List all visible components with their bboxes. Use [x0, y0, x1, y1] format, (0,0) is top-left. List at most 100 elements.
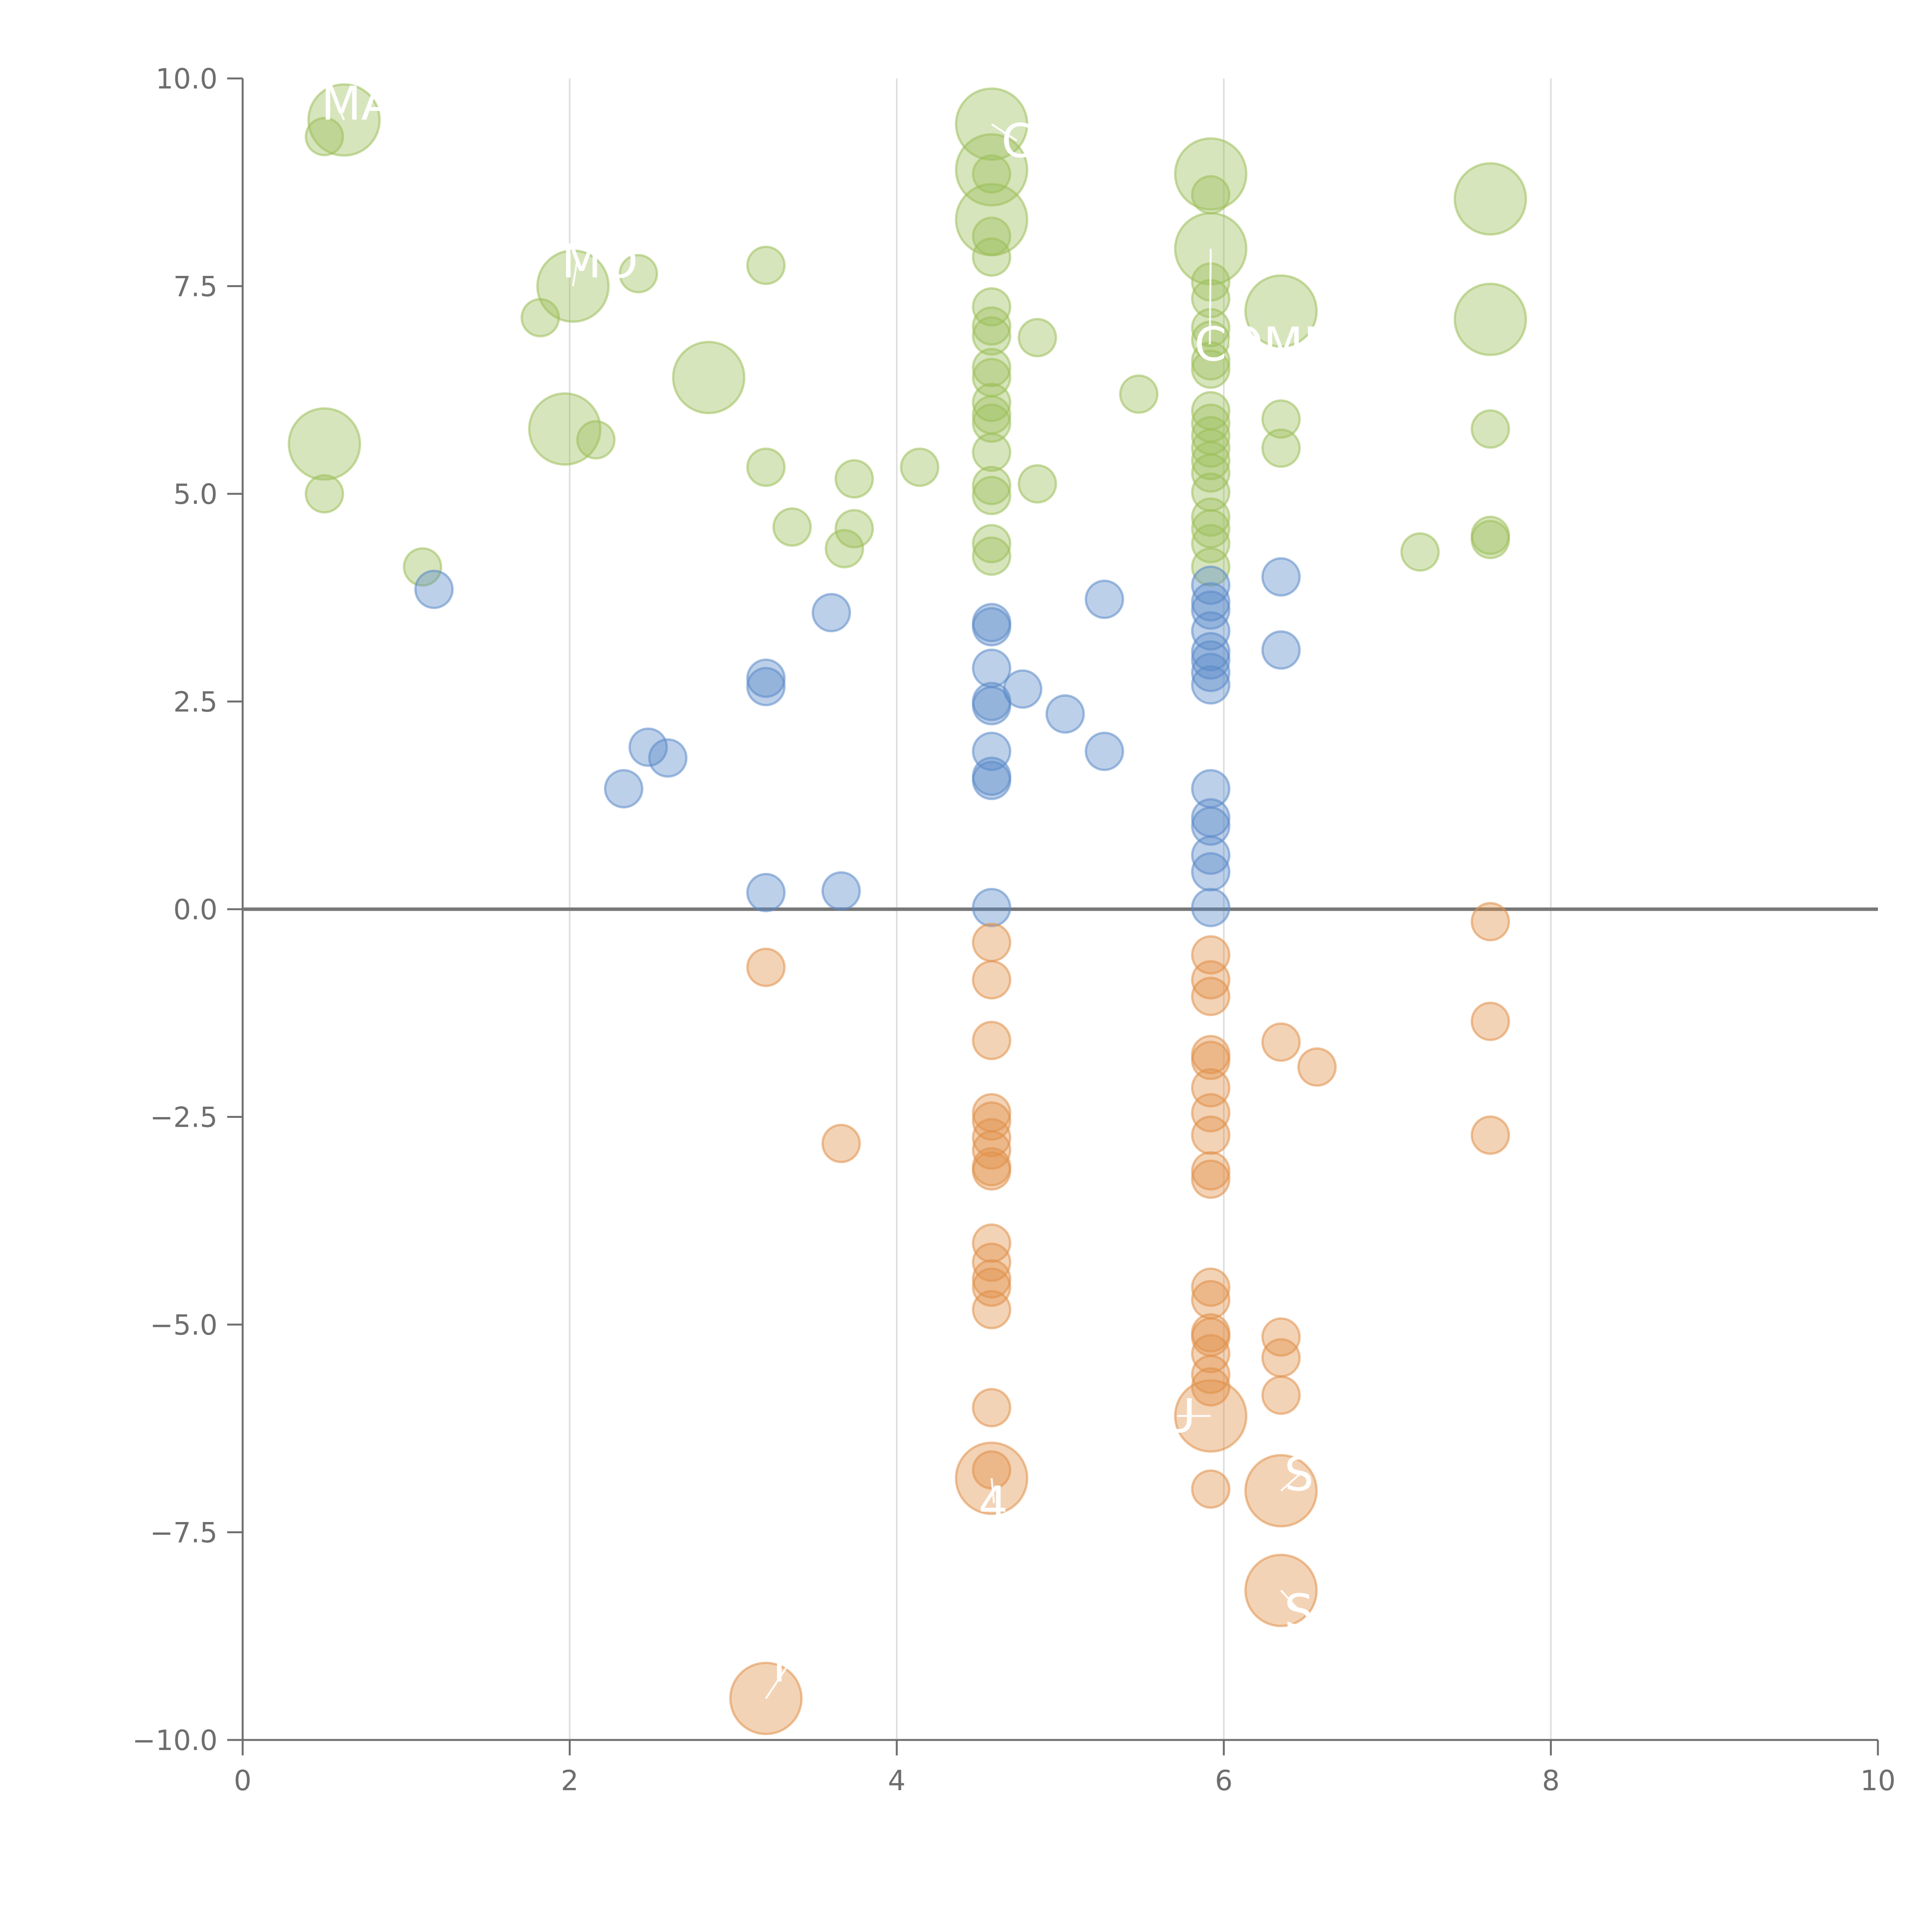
point-high — [403, 547, 442, 587]
x-tick-label: 6 — [1215, 1764, 1233, 1797]
point-low — [972, 960, 1012, 1000]
point-low — [1471, 1002, 1510, 1041]
point-high — [972, 237, 1012, 277]
point-high — [972, 383, 1012, 422]
point-high — [1471, 409, 1510, 449]
point-low — [972, 1267, 1012, 1307]
point-high — [900, 447, 940, 487]
point-low — [1191, 1093, 1231, 1133]
point-low — [972, 1130, 1012, 1170]
point-high — [1454, 162, 1527, 236]
point-high — [1017, 318, 1057, 357]
point-mid — [1191, 665, 1231, 705]
point-low — [1261, 1317, 1301, 1357]
point-low — [1191, 1151, 1231, 1191]
point-high — [1017, 464, 1057, 504]
point-high — [972, 476, 1012, 515]
point-low — [1471, 902, 1510, 942]
point-mid — [972, 760, 1012, 800]
point-mid — [1191, 835, 1231, 875]
point-high — [287, 407, 361, 481]
point-high — [1261, 428, 1301, 468]
point-annotation: I — [772, 1639, 786, 1693]
point-mid — [972, 888, 1012, 927]
point-mid — [1085, 731, 1124, 771]
point-mid — [746, 667, 786, 706]
point-annotation: U — [1162, 1390, 1196, 1444]
point-mid — [628, 727, 668, 767]
point-mid — [1045, 694, 1085, 734]
point-mid — [1191, 653, 1231, 692]
point-low — [1191, 1159, 1231, 1199]
point-low — [1261, 1375, 1301, 1415]
point-high — [825, 529, 864, 568]
point-mid — [1191, 888, 1231, 927]
point-high — [746, 447, 786, 487]
point-low — [972, 1259, 1012, 1299]
point-low — [1191, 1280, 1231, 1320]
point-high — [528, 392, 602, 466]
point-mid — [1261, 630, 1301, 670]
point-low — [1261, 1022, 1301, 1062]
annotation-leader — [991, 123, 1018, 142]
point-high — [619, 254, 658, 294]
point-mid — [1003, 669, 1043, 709]
point-low — [1191, 960, 1231, 1000]
point-low — [972, 1290, 1012, 1330]
point-high — [1261, 399, 1301, 439]
point-mid — [972, 686, 1012, 726]
point-high — [972, 348, 1012, 388]
point-high — [576, 420, 616, 460]
point-high — [772, 507, 812, 547]
point-mid — [1191, 806, 1231, 846]
point-mid — [1191, 582, 1231, 622]
point-mid — [746, 873, 786, 912]
point-low — [1297, 1047, 1337, 1087]
point-low — [1471, 1115, 1510, 1155]
x-tick-label: 4 — [888, 1764, 906, 1797]
point-low — [1261, 1338, 1301, 1378]
point-mid — [972, 607, 1012, 646]
point-high — [972, 432, 1012, 472]
point-high — [1191, 441, 1231, 480]
point-mid — [1085, 580, 1124, 619]
x-tick-label: 10 — [1860, 1764, 1896, 1797]
point-low — [746, 947, 786, 987]
point-low — [972, 1388, 1012, 1427]
point-high — [972, 466, 1012, 505]
point-low — [1191, 1334, 1231, 1374]
point-high — [746, 245, 786, 285]
point-low — [1191, 1041, 1231, 1080]
point-mid — [1191, 590, 1231, 630]
point-mid — [746, 658, 786, 698]
point-high — [1191, 524, 1231, 563]
x-tick-label: 8 — [1542, 1764, 1560, 1797]
x-tick-label: 0 — [234, 1764, 252, 1797]
point-low — [972, 923, 1012, 962]
point-low — [1191, 1469, 1231, 1509]
annotation-leader — [335, 103, 345, 121]
y-tick-label: −7.5 — [150, 1517, 218, 1549]
point-annotation: C — [1002, 114, 1034, 168]
point-mid — [811, 593, 851, 633]
point-high — [972, 154, 1012, 194]
point-annotation: S — [1284, 1448, 1314, 1502]
point-high — [972, 403, 1012, 443]
point-high — [972, 216, 1012, 256]
point-high — [972, 316, 1012, 356]
annotation-leader — [1280, 1590, 1301, 1612]
axis-layer: 0 2 4 6 8 10 10.0 7.5 5.0 2.5 0.0 −2.5 −5.0 −7.5 −10.0 — [132, 63, 1895, 1797]
annotation-leader — [1280, 1473, 1301, 1492]
point-mid — [1261, 557, 1301, 597]
points-layer — [287, 83, 1527, 1735]
point-mid — [604, 769, 644, 809]
x-tick-label: 2 — [561, 1764, 578, 1797]
point-high — [1119, 374, 1159, 414]
point-low — [972, 1151, 1012, 1191]
point-high — [304, 474, 344, 514]
point-mid — [648, 738, 688, 778]
annotation-leader — [572, 261, 578, 286]
point-low — [1191, 1267, 1231, 1307]
